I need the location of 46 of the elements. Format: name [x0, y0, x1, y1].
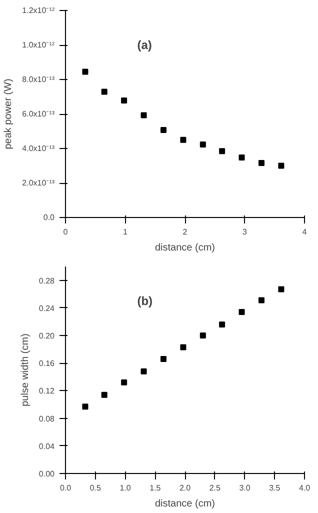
y-tick-label: 0.04 — [38, 442, 56, 451]
y-tick-label: 0.0 — [43, 213, 56, 222]
point — [180, 344, 186, 350]
point — [238, 309, 245, 316]
x-tick-label: 1 — [123, 228, 128, 236]
x-tick-label: 1.0 — [120, 484, 132, 492]
point — [101, 392, 108, 398]
y-tick-label: 0.00 — [38, 470, 56, 478]
y-tick-label: 1.2x10⁻¹² — [22, 6, 55, 15]
x-tick-label: 0.5 — [90, 484, 102, 492]
point — [200, 332, 206, 338]
y-tick-label: 0.08 — [38, 414, 56, 424]
x-tick-label: 2.0 — [179, 484, 192, 492]
x-axis-title: distance (cm) — [154, 498, 216, 510]
x-tick-label: 3.0 — [239, 484, 251, 492]
point — [278, 286, 284, 292]
y-tick-label: 4.0x10⁻¹³ — [22, 144, 55, 153]
y-tick-label: 2.0x10⁻¹³ — [22, 178, 55, 188]
point — [121, 379, 128, 386]
x-tick-label: 3 — [242, 228, 248, 236]
point — [140, 368, 147, 374]
y-tick-label: 0.24 — [38, 304, 56, 313]
y-tick-label: 1.0x10⁻¹² — [22, 40, 55, 50]
y-tick-label: 0.28 — [38, 276, 56, 286]
annotation: (a) — [137, 38, 152, 52]
point — [82, 404, 88, 410]
point — [160, 356, 166, 362]
x-tick-label: 2 — [182, 228, 188, 236]
x-axis-title: distance (cm) — [154, 242, 216, 254]
y-tick-label: 0.12 — [38, 386, 56, 396]
y-tick-label: 0.20 — [38, 332, 56, 340]
x-tick-label: 3.5 — [269, 484, 281, 492]
x-tick-label: 0 — [63, 228, 68, 236]
x-tick-label: 0.0 — [60, 484, 72, 492]
x-tick-label: 2.5 — [209, 484, 221, 492]
annotation: (b) — [137, 294, 153, 308]
y-tick-label: 6.0x10⁻¹³ — [22, 110, 55, 118]
y-tick-label: 0.16 — [38, 359, 56, 368]
y-tick-label: 8.0x10⁻¹³ — [22, 75, 55, 84]
x-tick-label: 4.0 — [298, 484, 311, 492]
point — [219, 321, 226, 328]
y-axis-title: peak power (W) — [3, 78, 14, 150]
x-tick-label: 4 — [302, 228, 308, 236]
point — [258, 297, 264, 304]
y-axis-title: pulse width (cm) — [20, 334, 31, 406]
x-tick-label: 1.5 — [150, 484, 162, 492]
